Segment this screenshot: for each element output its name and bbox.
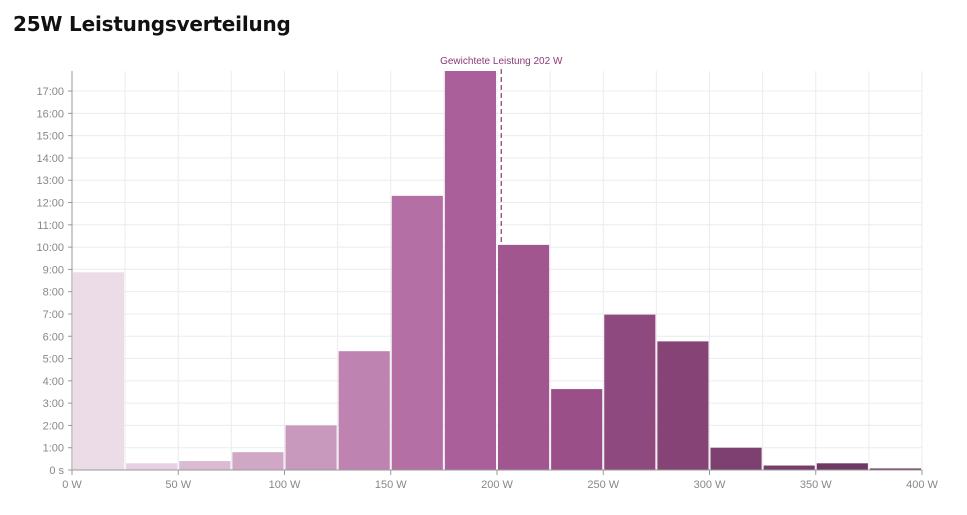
histogram-bars <box>73 71 921 470</box>
weighted-power-annotation: Gewichtete Leistung 202 W <box>440 56 563 243</box>
x-tick-label: 350 W <box>800 479 832 491</box>
histogram-bar[interactable] <box>498 244 550 470</box>
y-tick-label: 0 s <box>49 465 64 477</box>
chart-title: 25W Leistungsverteilung <box>13 12 291 36</box>
x-tick-label: 100 W <box>269 479 301 491</box>
y-tick-label: 14:00 <box>36 153 64 165</box>
y-tick-label: 2:00 <box>43 420 64 432</box>
histogram-bar[interactable] <box>179 461 231 470</box>
y-tick-label: 5:00 <box>43 354 64 366</box>
y-tick-label: 6:00 <box>43 331 64 343</box>
y-tick-label: 11:00 <box>37 220 64 232</box>
histogram-bar[interactable] <box>391 195 443 470</box>
x-tick-label: 150 W <box>375 479 407 491</box>
y-tick-label: 9:00 <box>43 264 64 276</box>
y-tick-label: 4:00 <box>43 376 64 388</box>
axes: 0 s 1:00 2:00 3:00 4:00 5:00 6:00 7:00 8:00 9:00 1… <box>36 71 939 491</box>
histogram-bar[interactable] <box>763 465 815 470</box>
histogram-bar[interactable] <box>657 341 709 470</box>
histogram-bar[interactable] <box>816 463 868 470</box>
histogram-bar[interactable] <box>338 351 390 470</box>
weighted-power-label: Gewichtete Leistung 202 W <box>440 56 563 67</box>
y-tick-label: 10:00 <box>36 242 64 254</box>
grid-lines <box>71 71 923 470</box>
histogram-bar[interactable] <box>869 468 921 470</box>
x-tick-label: 250 W <box>587 479 619 491</box>
y-tick-label: 15:00 <box>36 131 64 143</box>
y-tick-label: 3:00 <box>43 398 64 410</box>
y-tick-label: 16:00 <box>36 108 64 120</box>
y-tick-label: 12:00 <box>36 198 64 210</box>
histogram-bar[interactable] <box>73 272 125 470</box>
x-tick-label: 0 W <box>62 479 82 491</box>
y-tick-label: 8:00 <box>43 287 64 299</box>
y-tick-label: 13:00 <box>36 175 64 187</box>
y-tick-label: 1:00 <box>43 443 64 455</box>
histogram-bar[interactable] <box>604 314 656 470</box>
histogram-bar[interactable] <box>444 71 496 470</box>
histogram-bar[interactable] <box>232 452 284 470</box>
x-tick-label: 50 W <box>165 479 191 491</box>
histogram-bar[interactable] <box>710 447 762 470</box>
x-tick-label: 400 W <box>906 479 938 491</box>
histogram-bar[interactable] <box>285 425 337 470</box>
y-tick-label: 7:00 <box>43 309 64 321</box>
histogram-bar[interactable] <box>126 463 178 470</box>
histogram-bar[interactable] <box>551 389 603 470</box>
x-tick-label: 300 W <box>694 479 726 491</box>
y-tick-label: 17:00 <box>36 86 64 98</box>
x-tick-label: 200 W <box>481 479 513 491</box>
